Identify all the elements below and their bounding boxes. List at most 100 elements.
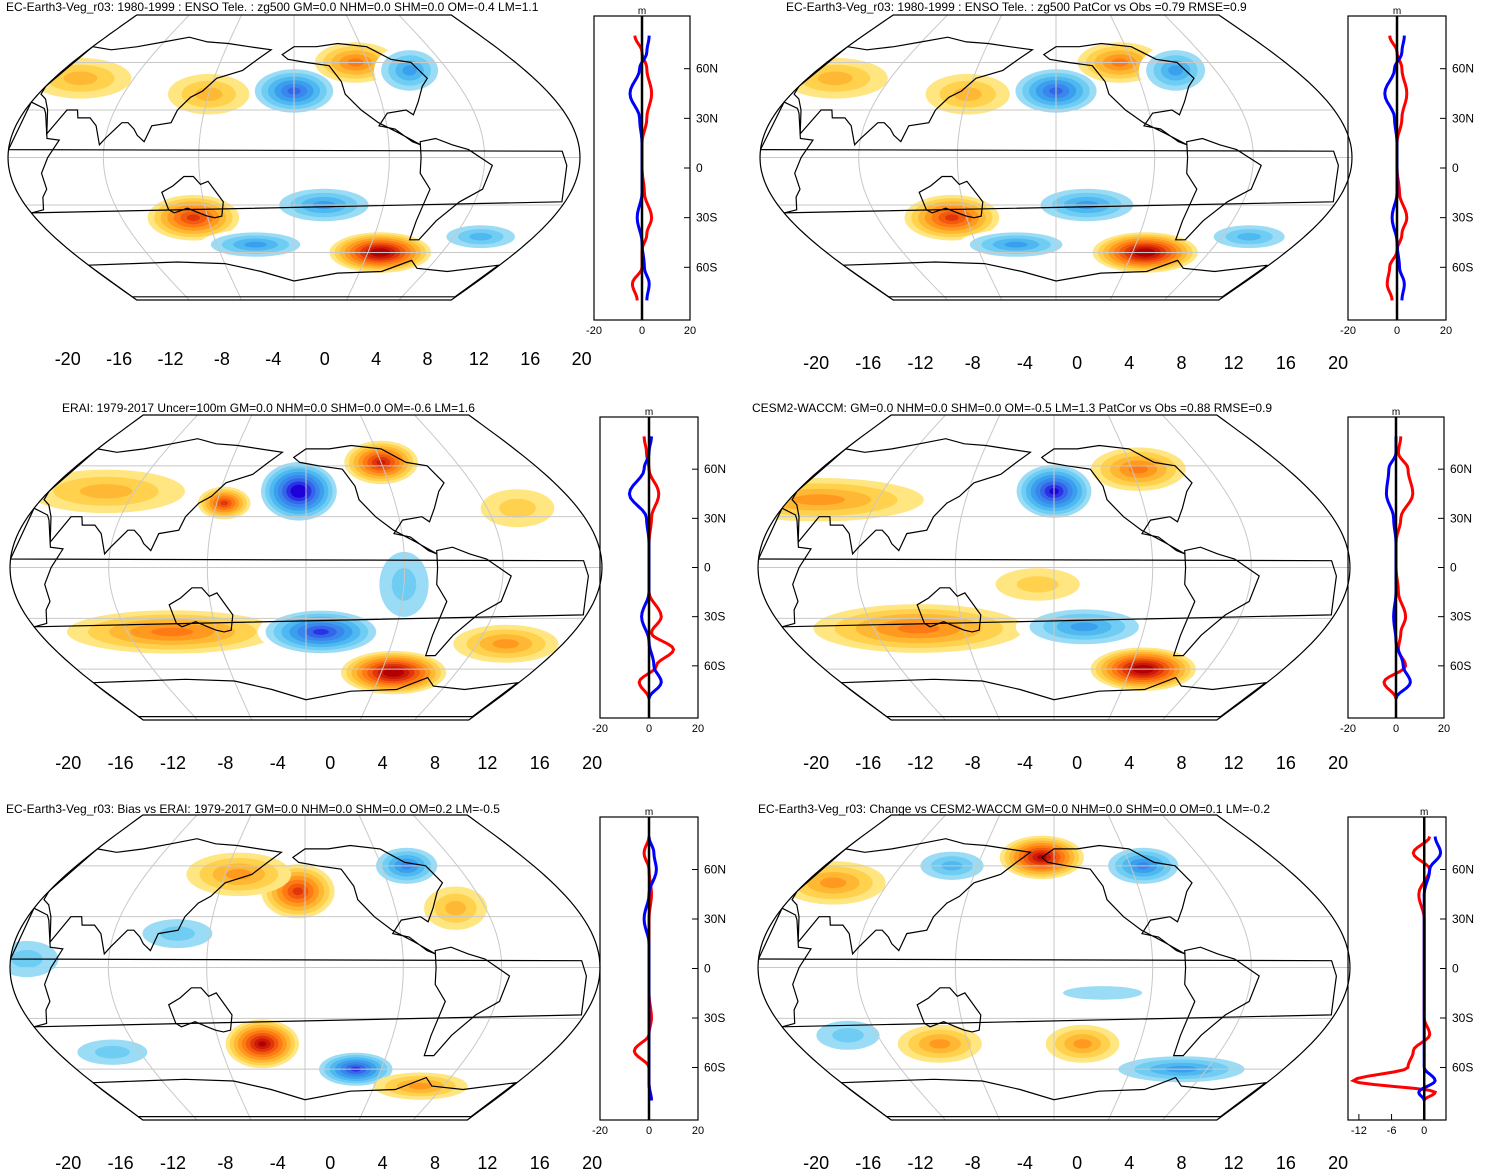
- lat-tick-label: 60S: [704, 1060, 725, 1074]
- x-tick-label: 0: [1393, 723, 1399, 735]
- graticule-lon: [107, 815, 198, 1120]
- map-border: [9, 814, 601, 1121]
- colorbar-label: -16: [106, 349, 132, 369]
- map-panel-3: [9, 414, 603, 721]
- colorbar-1: -20 -16 -12 -8 -4 0 4 8 12 16 20: [55, 349, 592, 369]
- lat-tick-label: 0: [1450, 561, 1457, 575]
- graticule-lon: [1107, 815, 1154, 1120]
- colorbar-label: 16: [1276, 1153, 1296, 1171]
- lat-tick-label: 30S: [696, 211, 717, 225]
- colorbar-label: -12: [157, 349, 183, 369]
- coastline-africa: [758, 907, 1338, 1028]
- coastline-antarctica: [86, 259, 501, 298]
- profile-line-blue: [1384, 436, 1412, 700]
- coastline-africa: [10, 907, 588, 1028]
- colorbar-label: -12: [907, 1153, 933, 1171]
- coastline-north-america: [1042, 42, 1195, 146]
- coastline-australia: [161, 175, 224, 219]
- x-tick-label: -12: [1351, 1125, 1367, 1137]
- anomaly-blob-9-level-2: [1063, 986, 1143, 1000]
- map-panel-1: [7, 14, 581, 301]
- lat-tick-label: 60N: [704, 863, 726, 877]
- coastline-antarctica: [839, 676, 1268, 718]
- colorbar-label: 16: [530, 753, 550, 773]
- coastline-antarctica: [91, 676, 520, 718]
- graticule-lon: [414, 415, 504, 720]
- anomaly-blob-7-level-2: [1016, 576, 1059, 593]
- anomaly-blob-2-level-5: [1128, 464, 1148, 474]
- lat-tick-label: 60S: [1452, 260, 1473, 274]
- anomaly-blob-5-level-3: [817, 71, 853, 86]
- graticule-lon: [345, 15, 390, 300]
- colorbar-label: -16: [108, 753, 134, 773]
- x-tick-label: 20: [1438, 723, 1450, 735]
- map-border: [9, 414, 603, 721]
- anomaly-blob-3-level-5: [1168, 65, 1183, 76]
- coastline-north-america: [281, 42, 429, 146]
- graticule-lon: [412, 815, 503, 1120]
- panel-title-1: EC-Earth3-Veg_r03: 1980-1999 : ENSO Tele…: [6, 0, 539, 14]
- anomaly-blob-1-level-7: [292, 887, 304, 896]
- graticule-lon: [1164, 15, 1254, 300]
- colorbar-label: 4: [371, 349, 381, 369]
- graticule-lon: [102, 15, 190, 300]
- coastline-south-america: [1172, 546, 1260, 657]
- colorbar-label: 20: [1328, 353, 1348, 373]
- colorbar-label: -16: [855, 753, 881, 773]
- coastline-south-america: [423, 946, 511, 1057]
- lat-tick-label: 60N: [696, 62, 718, 76]
- coastline-africa: [10, 507, 590, 628]
- map-border: [7, 14, 581, 301]
- colorbar-6: -20 -16 -12 -8 -4 0 4 8 12 16 20: [803, 1153, 1348, 1171]
- x-tick-label: -20: [1340, 723, 1356, 735]
- colorbar-2: -20 -16 -12 -8 -4 0 4 8 12 16 20: [803, 353, 1348, 373]
- zonal-profile-2: m 60N 30N 0 30S 60S -20 0 20: [1340, 6, 1474, 337]
- coastline-antarctica: [91, 1076, 518, 1118]
- anomaly-blob-8-level-3: [832, 1028, 864, 1043]
- anomaly-blob-4-level-4: [820, 877, 847, 889]
- graticule-lon: [856, 415, 946, 720]
- graticule-lon: [1162, 815, 1252, 1120]
- anomaly-blob-9-level-3: [445, 901, 467, 916]
- colorbar-label: 8: [422, 349, 432, 369]
- lat-tick-label: 30S: [1452, 211, 1473, 225]
- profile-unit: m: [1393, 6, 1401, 17]
- panel-title-3: ERAI: 1979-2017 Uncer=100m GM=0.0 NHM=0.…: [62, 401, 475, 415]
- coastline-north-america: [292, 444, 445, 555]
- colorbar-label: 0: [325, 753, 335, 773]
- coastline-north-america: [291, 844, 444, 955]
- colorbar-label: 8: [1176, 1153, 1186, 1171]
- colorbar-label: 0: [1072, 753, 1082, 773]
- anomaly-blob-10-level-4: [469, 232, 493, 241]
- lat-tick-label: 30S: [1450, 610, 1471, 624]
- graticule-lon: [198, 15, 243, 300]
- colorbar-label: 0: [325, 1153, 335, 1171]
- lat-tick-label: 60N: [1452, 62, 1474, 76]
- lat-tick-label: 0: [1452, 161, 1459, 175]
- colorbar-label: 12: [1224, 753, 1244, 773]
- colorbar-label: -16: [108, 1153, 134, 1171]
- zonal-profile-3: m 60N 30N 0 30S 60S -20 0 20: [592, 407, 726, 735]
- map-border: [759, 14, 1353, 301]
- lat-tick-label: 30N: [704, 511, 726, 525]
- colorbar-label: 20: [572, 349, 592, 369]
- zonal-profile-1: m 60N 30N 0 30S 60S -20 0 20: [586, 6, 718, 337]
- anomaly-blob-5-level-2: [499, 498, 536, 518]
- anomaly-blob-6-level-4: [1073, 1039, 1092, 1049]
- colorbar-label: -12: [907, 753, 933, 773]
- colorbar-label: 4: [1124, 753, 1134, 773]
- anomaly-blob-9-level-5: [244, 241, 267, 248]
- colorbar-label: -8: [965, 1153, 981, 1171]
- colorbar-label: -12: [160, 753, 186, 773]
- colorbar-label: -20: [803, 353, 829, 373]
- coastline-africa: [8, 101, 568, 214]
- colorbar-label: 0: [1072, 1153, 1082, 1171]
- profile-unit: m: [638, 6, 646, 17]
- colorbar-label: 16: [1276, 753, 1296, 773]
- anomaly-blob-6-level-7: [945, 214, 959, 221]
- colorbar-label: -4: [1017, 753, 1033, 773]
- colorbar-label: 8: [430, 1153, 440, 1171]
- profile-line-red: [637, 436, 676, 699]
- anomaly-blob-5-level-5: [1070, 622, 1098, 632]
- colorbar-label: -20: [55, 753, 81, 773]
